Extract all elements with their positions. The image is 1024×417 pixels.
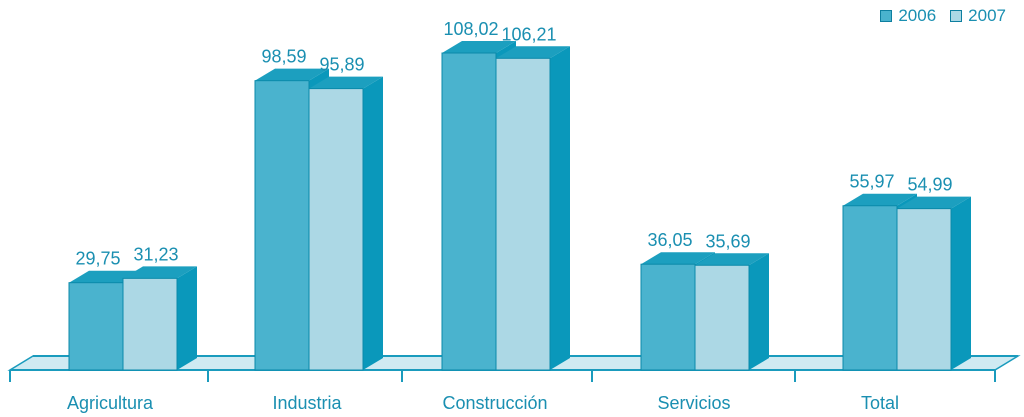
x-tick-label: Total: [861, 393, 899, 413]
bar-side: [550, 46, 570, 370]
data-label: 36,05: [647, 230, 692, 250]
bar-industria-2007: 95,89: [308, 55, 383, 371]
legend-label-2006: 2006: [898, 6, 937, 25]
bar-servicios-2007: 35,69: [694, 231, 769, 371]
x-axis-ticks: [9, 370, 996, 382]
data-label: 55,97: [849, 172, 894, 192]
bar-top: [442, 41, 516, 53]
legend-item-2007: 2007: [950, 6, 1006, 26]
bar-front: [254, 80, 310, 371]
bar-front: [842, 205, 898, 371]
bar-top: [843, 193, 917, 206]
bar-agricultura-2007: 31,23: [122, 244, 197, 371]
bar-front: [441, 52, 497, 371]
bar-front: [308, 88, 364, 371]
x-axis-labels: Agricultura Industria Construcción Servicio…: [67, 393, 899, 413]
data-label: 98,59: [261, 47, 306, 67]
bar-top: [309, 76, 383, 89]
bars-group: 29,75 31,23 98,59 95,89 108,02 106,21 36,05 35,…: [68, 19, 971, 371]
data-label: 35,69: [705, 231, 750, 251]
data-label: 31,23: [133, 244, 178, 264]
legend-swatch-2006: [880, 10, 893, 22]
bar-top: [123, 266, 197, 279]
bar-construccin-2007: 106,21: [495, 24, 570, 371]
bar-front: [495, 57, 551, 371]
legend-label-2007: 2007: [968, 6, 1006, 25]
bar-top: [897, 196, 971, 209]
data-label: 108,02: [443, 19, 498, 39]
bar-front: [68, 282, 124, 371]
data-label: 106,21: [501, 24, 556, 44]
bar-side: [951, 196, 971, 370]
x-tick-label: Agricultura: [67, 393, 154, 413]
bar-total-2007: 54,99: [896, 175, 971, 371]
bar-front: [640, 263, 696, 371]
bar-front: [122, 277, 178, 371]
bar-top: [255, 68, 329, 81]
bar-front: [896, 208, 952, 371]
bar-side: [363, 76, 383, 371]
legend-item-2006: 2006: [880, 6, 936, 26]
data-label: 95,89: [319, 55, 364, 75]
legend: 2006 2007: [880, 6, 1006, 26]
bar-front: [694, 264, 750, 371]
data-label: 29,75: [75, 249, 120, 269]
bar-side: [749, 253, 769, 370]
bar-top: [695, 253, 769, 266]
x-tick-label: Servicios: [657, 393, 730, 413]
x-tick-label: Construcción: [442, 393, 547, 413]
bar-top: [641, 252, 715, 265]
bar-side: [177, 266, 197, 370]
legend-swatch-2007: [950, 10, 963, 22]
data-label: 54,99: [907, 175, 952, 195]
bar-top: [496, 46, 570, 59]
x-tick-label: Industria: [272, 393, 342, 413]
